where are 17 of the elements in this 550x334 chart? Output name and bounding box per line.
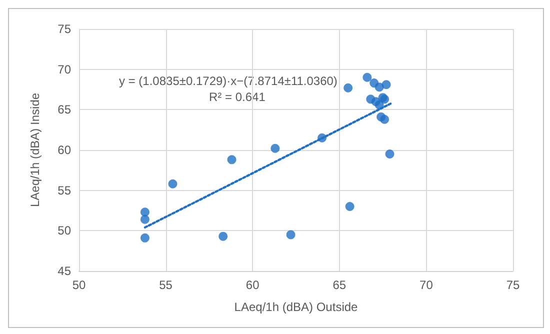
x-tick-label: 70 xyxy=(420,278,434,292)
y-tick-label: 70 xyxy=(58,62,72,76)
y-tick-label: 60 xyxy=(58,143,72,157)
x-tick-label: 55 xyxy=(159,278,173,292)
x-tick-label: 50 xyxy=(72,278,86,292)
y-axis-title: LAeq/1h (dBA) Inside xyxy=(28,92,42,208)
y-tick-label: 55 xyxy=(58,183,72,198)
x-tick-label: 60 xyxy=(246,278,260,292)
annotation: y = (1.0835±0.1729)·x−(7.8714±11.0360) xyxy=(119,74,338,88)
x-axis-title: LAeq/1h (dBA) Outside xyxy=(234,300,358,314)
x-tick-label: 65 xyxy=(332,278,346,292)
annotation: R² = 0.641 xyxy=(209,90,266,104)
y-tick-label: 45 xyxy=(58,264,72,278)
y-tick-label: 75 xyxy=(58,22,72,36)
y-tick-label: 50 xyxy=(58,224,72,238)
y-tick-label: 65 xyxy=(58,102,72,117)
x-tick-label: 75 xyxy=(506,278,520,292)
